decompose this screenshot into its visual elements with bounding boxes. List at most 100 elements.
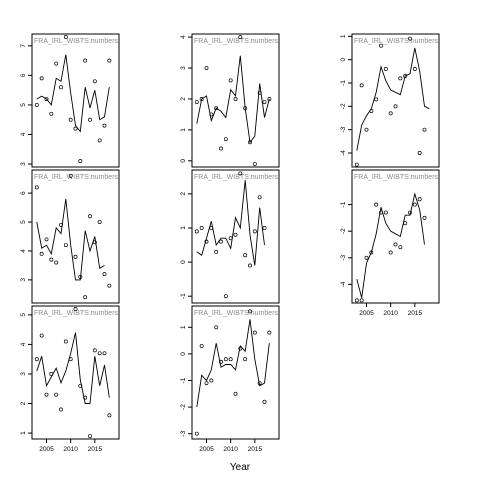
x-tick-label: 2010 <box>63 446 78 453</box>
y-tick-label: 2 <box>20 401 27 405</box>
panel-frame <box>191 33 280 168</box>
data-point <box>88 214 92 219</box>
data-point <box>219 146 223 151</box>
data-point <box>248 263 252 268</box>
y-tick-label: -4 <box>340 281 347 287</box>
data-point <box>97 220 102 224</box>
data-point <box>92 348 97 353</box>
data-point <box>228 236 233 241</box>
y-tick-label: 0 <box>340 57 347 61</box>
data-point <box>238 171 243 176</box>
data-point <box>68 357 73 362</box>
data-point <box>59 407 63 412</box>
panel-label: FRA_IRL_WIBTS:numbers <box>194 38 279 45</box>
data-point <box>354 298 359 303</box>
panel-3: FRA_IRL_WIBTS:numbers -4 -3 -2 -1 0 1 <box>340 33 440 168</box>
panel-label: FRA_IRL_WIBTS:numbers <box>354 174 439 181</box>
data-point <box>214 106 219 111</box>
data-point <box>412 202 417 207</box>
y-tick-label: 1 <box>340 34 347 38</box>
data-point <box>63 35 68 39</box>
data-point <box>102 272 107 277</box>
data-point <box>44 97 49 101</box>
data-point <box>233 391 238 396</box>
y-tick-label: 4 <box>20 249 27 253</box>
y-tick-label: -4 <box>340 150 347 156</box>
data-point <box>223 357 228 362</box>
panel-label: FRA_IRL_WIBTS:numbers <box>34 38 119 45</box>
data-point <box>238 35 243 40</box>
panel-7: FRA_IRL_WIBTS:numbers 1 2 3 4 5 2005 2010 2015 <box>20 305 120 453</box>
data-point <box>359 298 364 303</box>
data-point <box>83 395 88 400</box>
panel-frame <box>351 33 440 168</box>
y-tick-label: 2 <box>180 97 187 101</box>
panel-6: FRA_IRL_WIBTS:numbers -4 -3 -2 -1 2005 2010 201… <box>340 169 440 317</box>
y-tick-label: 1 <box>180 325 187 329</box>
data-point <box>219 239 223 244</box>
y-tick-label: -2 <box>340 103 347 109</box>
series-line <box>36 198 105 281</box>
data-point <box>422 215 427 220</box>
data-point <box>379 43 383 48</box>
data-point <box>248 309 252 314</box>
data-point <box>233 97 238 101</box>
data-point <box>68 117 73 122</box>
x-tick-label: 2015 <box>248 446 263 453</box>
data-point <box>63 339 68 344</box>
data-point <box>92 79 97 84</box>
data-point <box>78 275 83 279</box>
data-point <box>383 67 388 71</box>
data-point <box>88 117 92 122</box>
data-point <box>262 399 267 404</box>
y-tick-label: 6 <box>20 191 27 195</box>
data-point <box>107 283 112 288</box>
data-point <box>97 351 102 356</box>
x-tick-label: 2005 <box>359 310 374 317</box>
x-tick-label: 2005 <box>39 446 54 453</box>
data-point <box>393 104 398 109</box>
data-point <box>194 229 199 234</box>
x-tick-label: 2005 <box>199 446 214 453</box>
data-point <box>403 221 408 226</box>
data-point <box>92 240 97 245</box>
y-tick-label: 3 <box>20 278 27 282</box>
data-point <box>199 97 204 101</box>
data-point <box>39 76 44 81</box>
data-point <box>379 210 383 215</box>
series-line <box>196 55 270 144</box>
data-point <box>374 97 379 102</box>
panel-frame <box>191 169 280 304</box>
x-axis-title: Year <box>230 462 251 473</box>
x-tick-label: 2015 <box>88 446 103 453</box>
data-point <box>223 137 228 142</box>
y-tick-label: 0 <box>180 260 187 264</box>
data-point <box>73 126 78 131</box>
data-point <box>214 325 219 330</box>
data-point <box>398 245 403 250</box>
y-tick-label: 5 <box>20 103 27 107</box>
x-tick-label: 2015 <box>408 310 423 317</box>
data-point <box>359 83 364 88</box>
data-point <box>204 381 209 386</box>
panel-2: FRA_IRL_WIBTS:numbers 0 1 2 3 4 <box>180 33 280 168</box>
data-point <box>204 66 209 70</box>
data-point <box>204 239 209 244</box>
series-line <box>356 47 430 151</box>
x-tick-label: 2010 <box>383 310 398 317</box>
data-point <box>59 85 63 90</box>
y-tick-label: -1 <box>180 293 187 299</box>
panel-frame <box>31 305 120 440</box>
data-point <box>228 78 233 83</box>
y-tick-label: 5 <box>20 313 27 317</box>
data-point <box>39 251 44 256</box>
y-tick-label: 4 <box>180 35 187 39</box>
data-point <box>97 138 102 143</box>
y-tick-label: 4 <box>20 342 27 346</box>
data-point <box>364 255 369 260</box>
data-point <box>219 359 223 364</box>
series-line <box>36 332 110 404</box>
data-point <box>267 97 272 101</box>
data-point <box>209 112 214 117</box>
data-point <box>262 226 267 230</box>
